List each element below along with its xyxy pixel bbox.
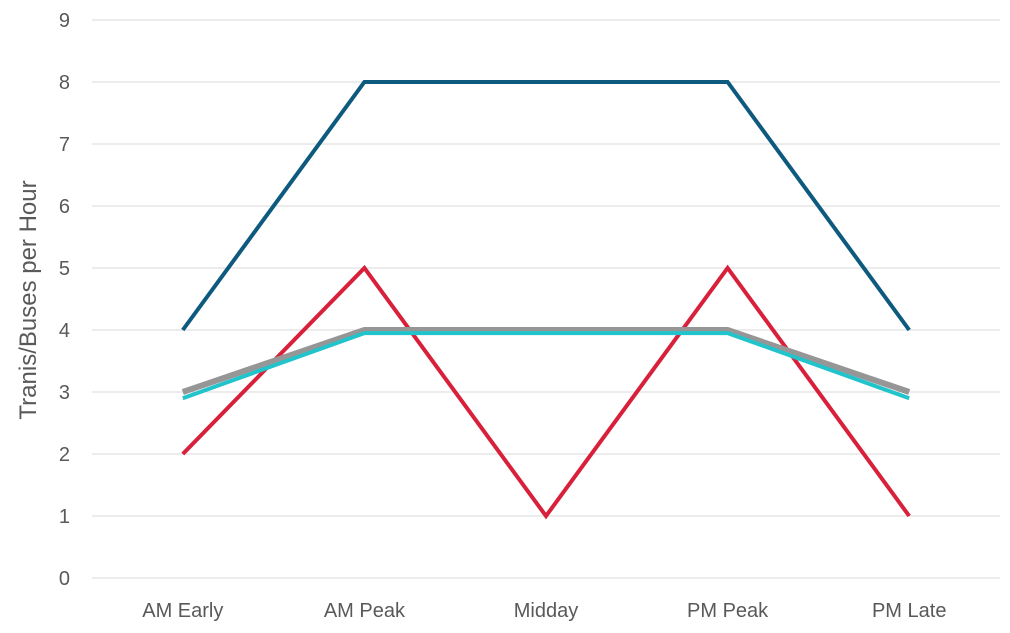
series-line-4 <box>182 331 910 401</box>
y-tick-label: 7 <box>59 134 70 156</box>
y-axis-title: Tranis/Buses per Hour <box>15 180 42 419</box>
x-tick-label: PM Peak <box>687 600 769 622</box>
y-tick-label: 6 <box>59 196 70 218</box>
y-tick-label: 5 <box>59 258 70 280</box>
y-tick-label: 9 <box>59 10 70 32</box>
y-tick-label: 4 <box>59 320 70 342</box>
y-tick-label: 8 <box>59 72 70 94</box>
y-axis-ticks: 0 1 2 3 4 5 6 7 8 9 <box>59 10 70 590</box>
gridlines <box>92 19 1000 579</box>
x-tick-label: AM Peak <box>324 600 406 622</box>
y-tick-label: 2 <box>59 444 70 466</box>
series-line-3 <box>181 327 911 395</box>
series-line-1 <box>181 80 911 332</box>
series-lines <box>181 80 911 520</box>
x-axis-ticks: AM Early AM Peak Midday PM Peak PM Late <box>142 600 946 622</box>
y-tick-label: 0 <box>59 568 70 590</box>
y-tick-label: 1 <box>59 506 70 528</box>
y-tick-label: 3 <box>59 382 70 404</box>
x-tick-label: AM Early <box>142 600 223 622</box>
x-tick-label: PM Late <box>872 600 946 622</box>
x-tick-label: Midday <box>514 600 578 622</box>
